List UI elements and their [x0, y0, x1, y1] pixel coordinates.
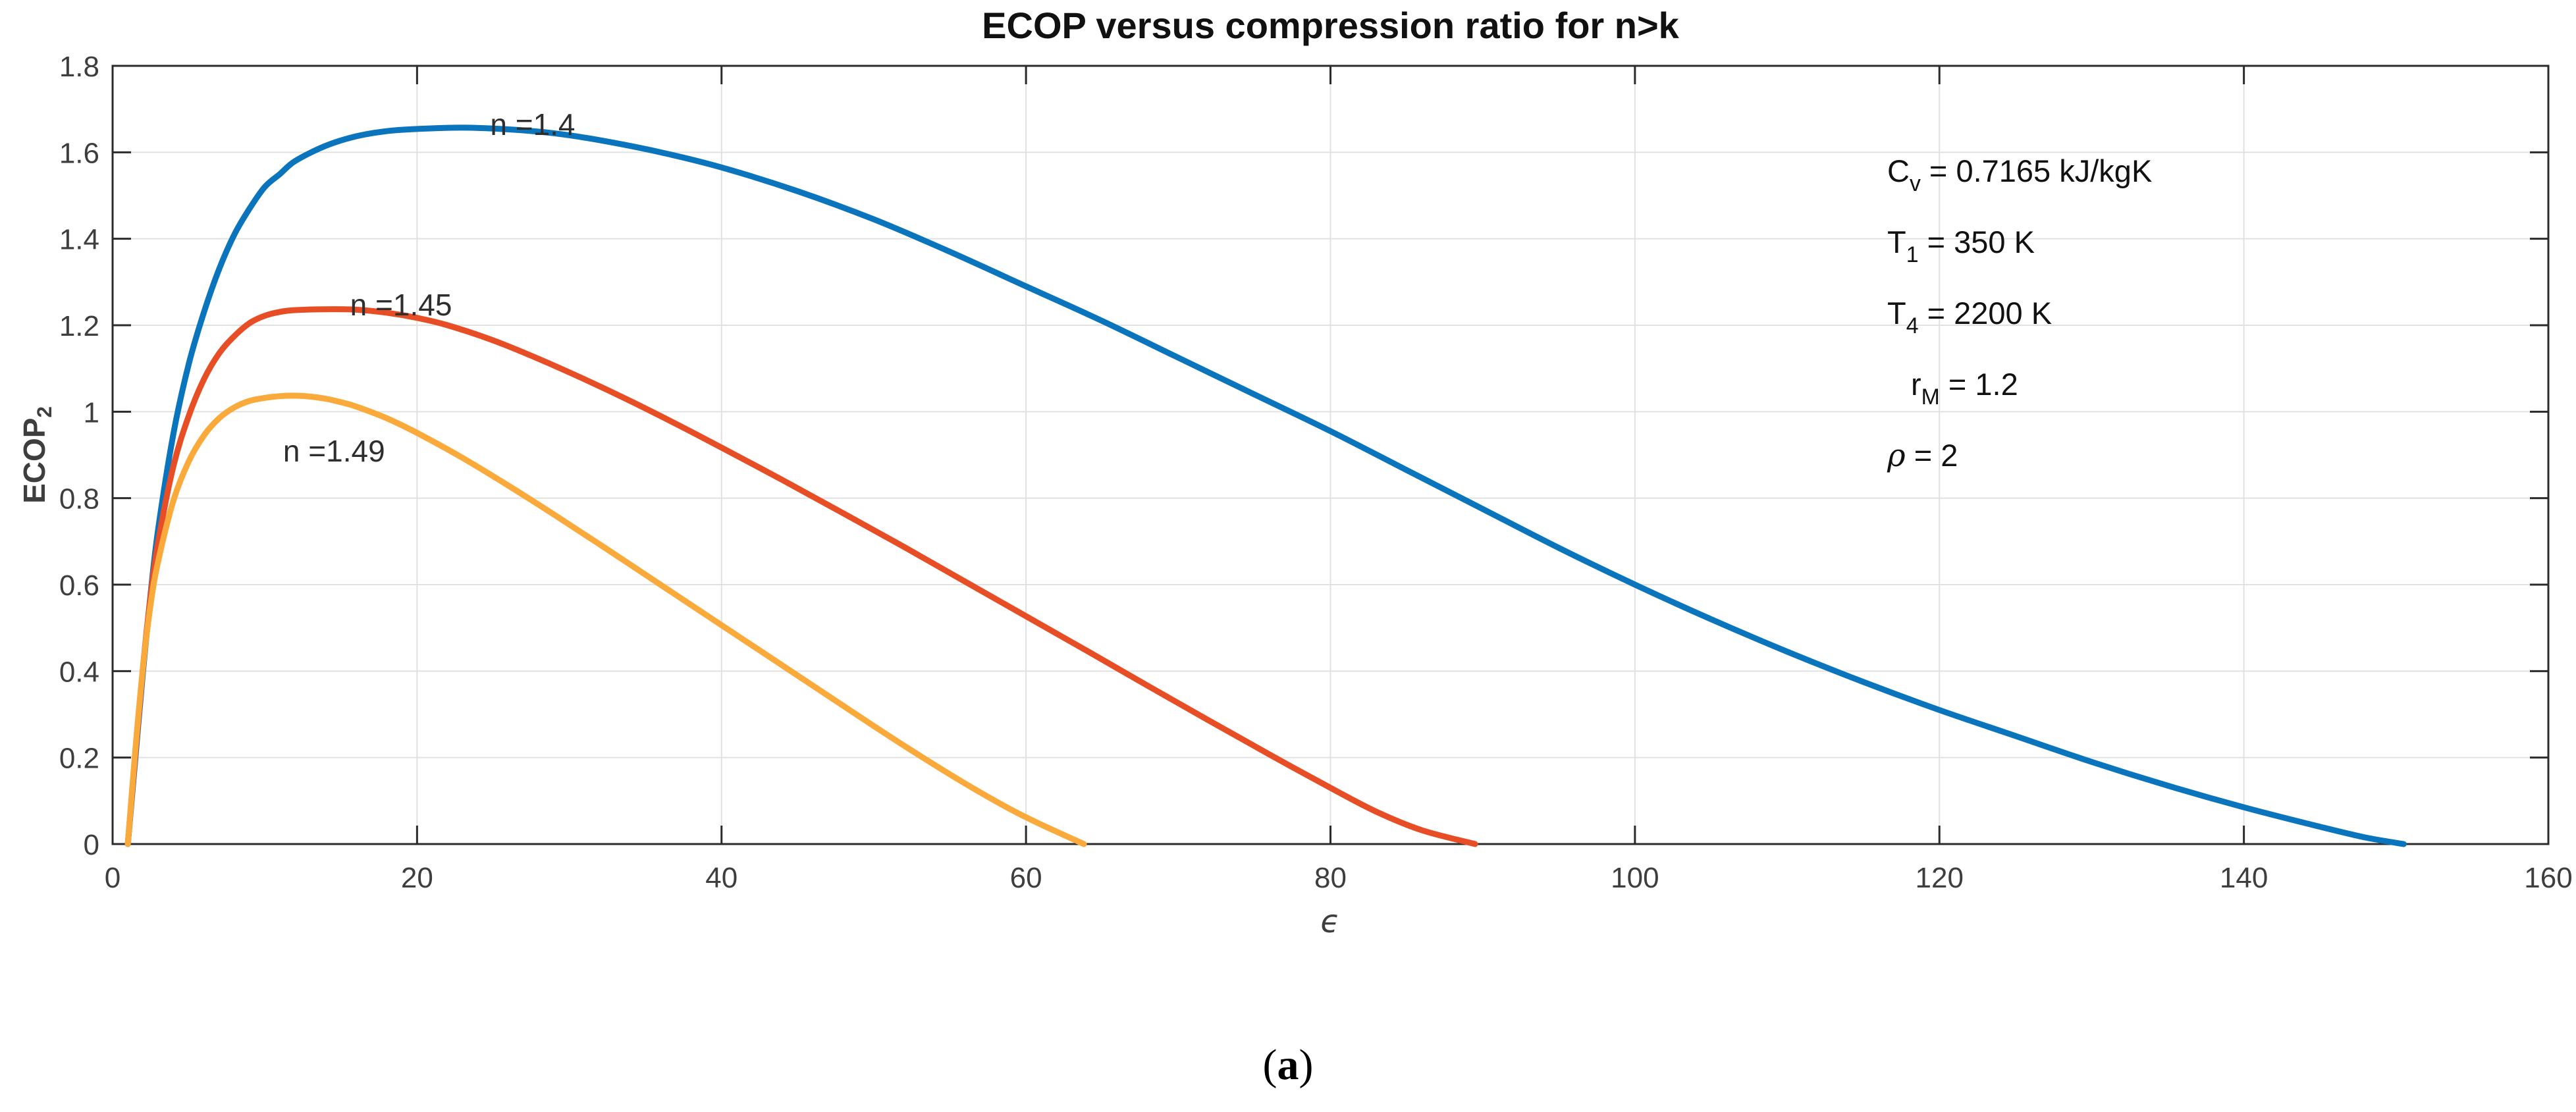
x-tick-label: 40: [705, 862, 738, 894]
subfigure-caption: (a): [0, 1040, 2576, 1090]
annotation-symbol: T: [1887, 296, 1906, 331]
curve-label: n =1.4: [490, 107, 576, 142]
y-tick-label: 0: [84, 829, 99, 861]
x-axis-label: ϵ: [1320, 903, 1340, 940]
annotation-line: ρ = 2: [1887, 437, 2152, 508]
annotation-line: rM = 1.2: [1911, 366, 2152, 437]
curve-label: n =1.45: [350, 288, 452, 323]
annotation-subscript: v: [1909, 171, 1921, 196]
x-tick-label: 60: [1010, 862, 1042, 894]
y-tick-label: 0.2: [59, 743, 99, 775]
curve-1.45: [124, 306, 1478, 847]
annotation-subscript: M: [1921, 384, 1940, 410]
caption-open-paren: (: [1262, 1041, 1277, 1089]
annotation-line: Cv = 0.7165 kJ/kgK: [1887, 153, 2152, 224]
y-tick-label: 1.2: [59, 310, 99, 342]
y-tick-label: 0.6: [59, 569, 99, 602]
annotation-line: T1 = 350 K: [1887, 224, 2152, 295]
curve-1.4: [124, 124, 2407, 847]
annotation-value: = 2: [1905, 438, 1958, 473]
annotation-symbol: C: [1887, 153, 1910, 188]
y-tick-label: 1: [84, 396, 99, 429]
y-tick-label: 0.4: [59, 656, 99, 688]
y-tick-label: 0.8: [59, 483, 99, 516]
annotation-symbol: T: [1887, 225, 1906, 259]
caption-close-paren: ): [1299, 1041, 1314, 1089]
x-tick-label: 80: [1314, 862, 1347, 894]
x-tick-label: 160: [2524, 862, 2572, 894]
annotation-subscript: 1: [1906, 242, 1919, 267]
y-tick-label: 1.6: [59, 137, 99, 169]
y-tick-label: 1.8: [59, 51, 99, 83]
annotation-symbol: r: [1911, 367, 1921, 402]
annotation-symbol: ρ: [1887, 438, 1906, 474]
x-tick-label: 0: [105, 862, 121, 894]
annotation-subscript: 4: [1906, 313, 1919, 338]
chart-title: ECOP versus compression ratio for n>k: [982, 5, 1679, 46]
x-tick-label: 100: [1611, 862, 1659, 894]
x-tick-label: 20: [401, 862, 433, 894]
curve-1.49: [124, 392, 1087, 847]
y-tick-label: 1.4: [59, 224, 99, 256]
annotation-value: = 1.2: [1939, 367, 2018, 402]
annotation-value: = 2200 K: [1918, 296, 2053, 331]
annotation-value: = 0.7165 kJ/kgK: [1920, 153, 2153, 188]
annotation-value: = 350 K: [1918, 225, 2035, 259]
curve-label: n =1.49: [282, 434, 385, 469]
x-tick-label: 140: [2220, 862, 2268, 894]
annotation-line: T4 = 2200 K: [1887, 295, 2152, 366]
x-tick-label: 120: [1916, 862, 1964, 894]
caption-letter: a: [1277, 1041, 1299, 1089]
